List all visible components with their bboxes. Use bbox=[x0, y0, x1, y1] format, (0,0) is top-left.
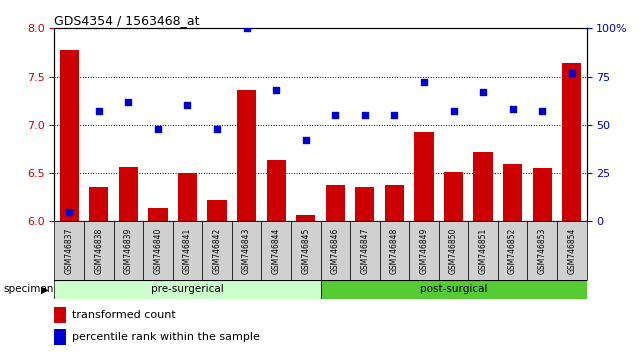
Text: GSM746838: GSM746838 bbox=[94, 227, 103, 274]
Text: GSM746851: GSM746851 bbox=[479, 227, 488, 274]
Bar bbox=[203, 221, 232, 280]
Text: pre-surgerical: pre-surgerical bbox=[151, 284, 224, 295]
Bar bbox=[503, 164, 522, 221]
Point bbox=[153, 126, 163, 131]
Text: GSM746848: GSM746848 bbox=[390, 227, 399, 274]
Text: GSM746854: GSM746854 bbox=[567, 227, 576, 274]
Text: GSM746845: GSM746845 bbox=[301, 227, 310, 274]
Bar bbox=[469, 221, 498, 280]
Bar bbox=[54, 307, 66, 322]
Bar bbox=[528, 221, 557, 280]
Point bbox=[537, 108, 547, 114]
Text: GSM746849: GSM746849 bbox=[419, 227, 428, 274]
Bar bbox=[119, 167, 138, 221]
Bar bbox=[54, 280, 320, 299]
Bar bbox=[262, 221, 291, 280]
Bar bbox=[89, 187, 108, 221]
Point bbox=[242, 25, 252, 31]
Bar bbox=[232, 221, 262, 280]
Text: GSM746847: GSM746847 bbox=[360, 227, 369, 274]
Bar bbox=[208, 200, 227, 221]
Point bbox=[360, 112, 370, 118]
Point bbox=[123, 99, 133, 104]
Point bbox=[419, 80, 429, 85]
Bar bbox=[84, 221, 113, 280]
Bar bbox=[444, 172, 463, 221]
Point bbox=[183, 103, 193, 108]
Text: GSM746844: GSM746844 bbox=[272, 227, 281, 274]
Bar bbox=[172, 221, 203, 280]
Bar bbox=[267, 160, 286, 221]
Point bbox=[448, 108, 458, 114]
Point bbox=[508, 107, 518, 112]
Bar bbox=[148, 208, 167, 221]
Text: GSM746846: GSM746846 bbox=[331, 227, 340, 274]
Bar bbox=[178, 173, 197, 221]
Bar bbox=[355, 187, 374, 221]
Bar bbox=[54, 329, 66, 345]
Bar bbox=[379, 221, 409, 280]
Text: percentile rank within the sample: percentile rank within the sample bbox=[72, 332, 260, 342]
Text: ▶: ▶ bbox=[40, 284, 48, 295]
Text: GSM746839: GSM746839 bbox=[124, 227, 133, 274]
Point bbox=[478, 89, 488, 95]
Bar bbox=[562, 63, 581, 221]
Bar bbox=[438, 221, 469, 280]
Point bbox=[64, 209, 74, 215]
Text: GSM746852: GSM746852 bbox=[508, 227, 517, 274]
Text: specimen: specimen bbox=[3, 284, 54, 295]
Text: GSM746853: GSM746853 bbox=[538, 227, 547, 274]
Bar bbox=[320, 280, 587, 299]
Text: GSM746850: GSM746850 bbox=[449, 227, 458, 274]
Bar bbox=[296, 216, 315, 221]
Bar bbox=[474, 152, 493, 221]
Text: transformed count: transformed count bbox=[72, 310, 176, 320]
Point bbox=[567, 70, 577, 75]
Text: GDS4354 / 1563468_at: GDS4354 / 1563468_at bbox=[54, 14, 200, 27]
Text: post-surgical: post-surgical bbox=[420, 284, 487, 295]
Bar bbox=[533, 168, 552, 221]
Text: GSM746837: GSM746837 bbox=[65, 227, 74, 274]
Point bbox=[330, 112, 340, 118]
Bar bbox=[54, 221, 84, 280]
Text: GSM746840: GSM746840 bbox=[153, 227, 162, 274]
Point bbox=[94, 108, 104, 114]
Bar bbox=[320, 221, 350, 280]
Bar bbox=[291, 221, 320, 280]
Bar bbox=[414, 132, 433, 221]
Bar bbox=[350, 221, 379, 280]
Text: GSM746842: GSM746842 bbox=[213, 227, 222, 274]
Bar bbox=[557, 221, 587, 280]
Text: GSM746841: GSM746841 bbox=[183, 227, 192, 274]
Bar bbox=[409, 221, 438, 280]
Point bbox=[212, 126, 222, 131]
Bar bbox=[237, 90, 256, 221]
Bar bbox=[143, 221, 172, 280]
Bar bbox=[385, 184, 404, 221]
Bar bbox=[113, 221, 143, 280]
Bar bbox=[498, 221, 528, 280]
Text: GSM746843: GSM746843 bbox=[242, 227, 251, 274]
Bar bbox=[326, 184, 345, 221]
Point bbox=[271, 87, 281, 93]
Bar bbox=[60, 50, 79, 221]
Point bbox=[301, 137, 311, 143]
Point bbox=[389, 112, 399, 118]
